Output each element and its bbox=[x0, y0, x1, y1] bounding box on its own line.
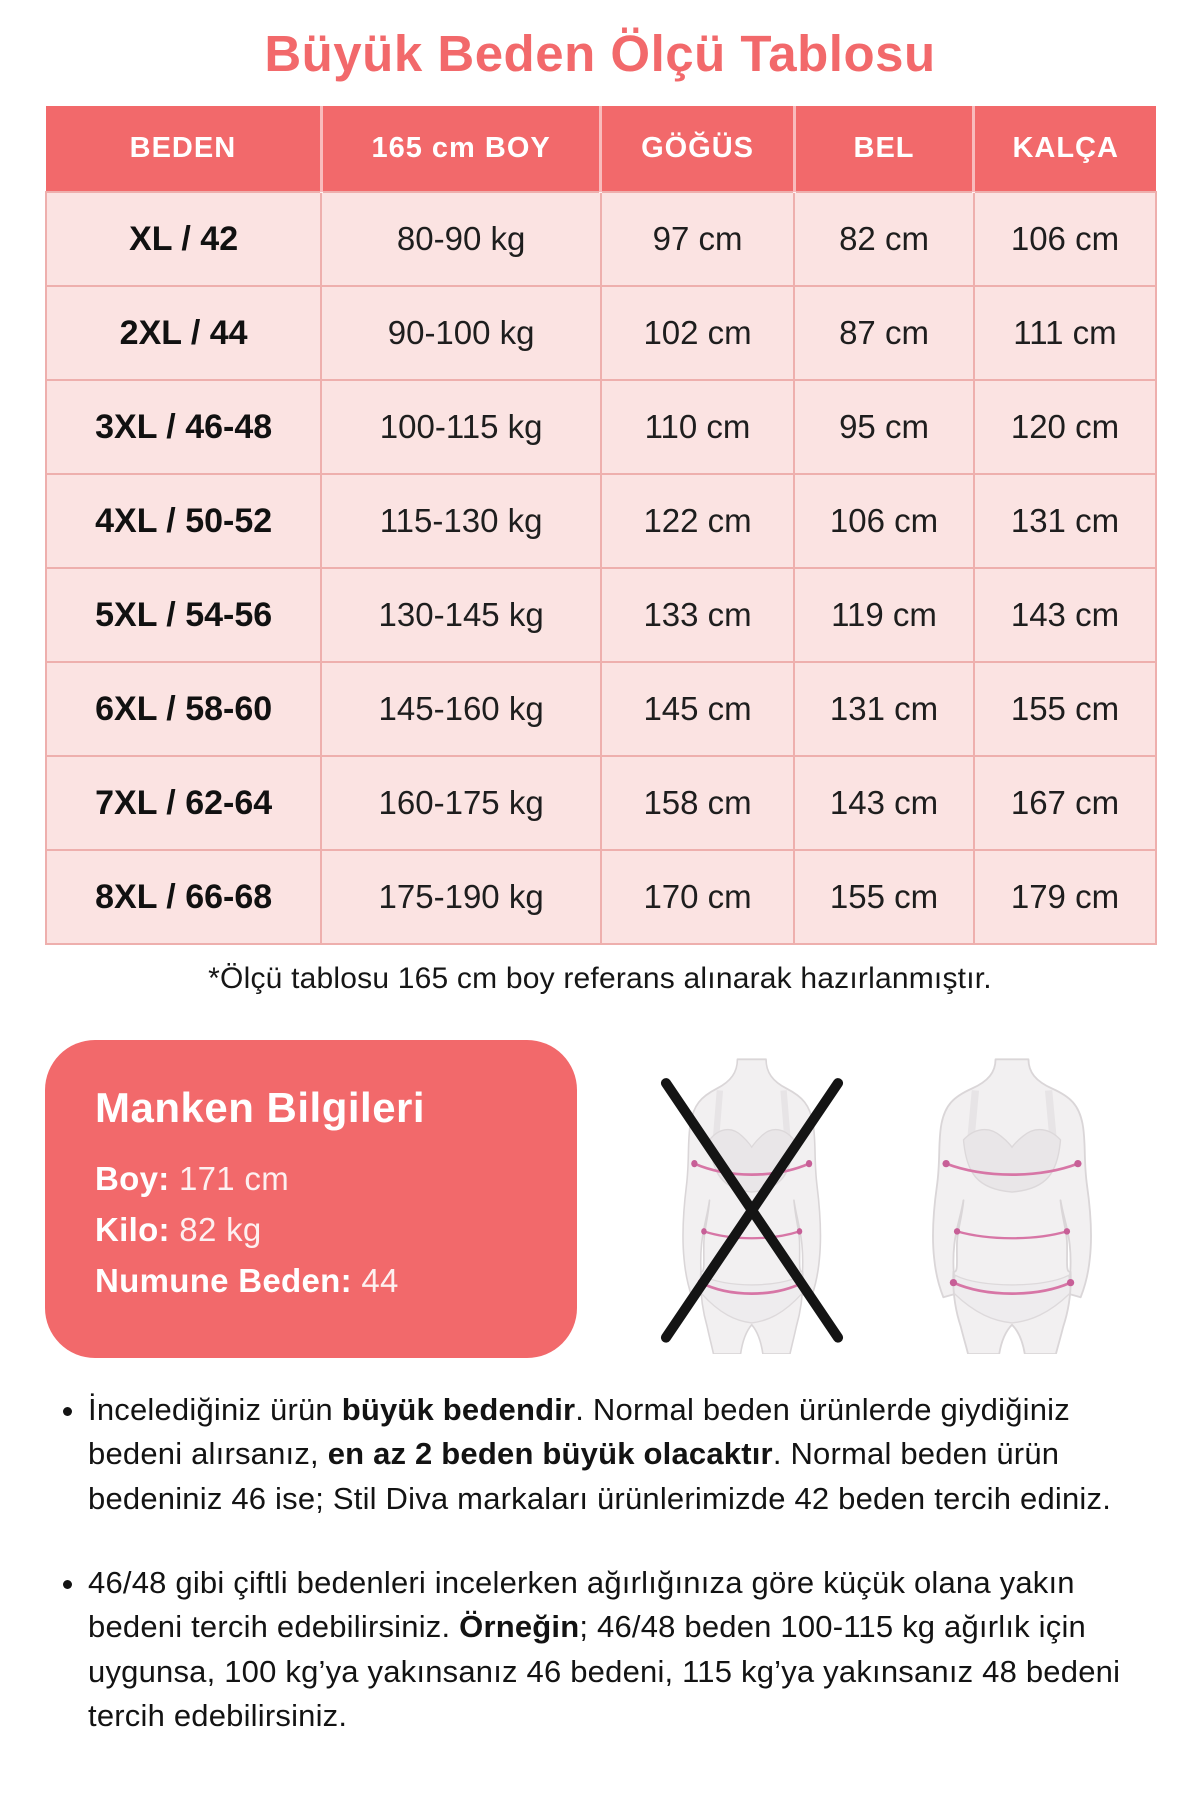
model-info-lines: Boy: 171 cm Kilo: 82 kg Numune Beden: 44 bbox=[95, 1160, 553, 1300]
size-row: 5XL / 54-56 130-145 kg 133 cm 119 cm 143 cm bbox=[44, 567, 1158, 663]
size-label-cell: 2XL / 44 bbox=[44, 285, 323, 381]
measure-cell: 87 cm bbox=[793, 285, 975, 381]
measure-cell: 106 cm bbox=[793, 473, 975, 569]
size-label-cell: 4XL / 50-52 bbox=[44, 473, 323, 569]
size-row: 8XL / 66-68 175-190 kg 170 cm 155 cm 179 cm bbox=[44, 849, 1158, 945]
measure-cell: 133 cm bbox=[599, 567, 796, 663]
figure-illustrations bbox=[577, 1040, 1157, 1365]
size-table: BEDEN 165 cm BOY GÖĞÜS BEL KALÇA XL / 42 80-9… bbox=[44, 106, 1158, 945]
model-info-title: Manken Bilgileri bbox=[95, 1084, 426, 1131]
measure-cell: 111 cm bbox=[972, 285, 1158, 381]
crossed-out-body-measure-icon bbox=[660, 1052, 844, 1354]
model-info-card: Manken Bilgileri Boy: 171 cm Kilo: 82 kg N… bbox=[45, 1040, 577, 1358]
size-table-body: XL / 42 80-90 kg 97 cm 82 cm 106 cm 2XL / 44 9… bbox=[44, 191, 1158, 945]
size-table-header-row: BEDEN 165 cm BOY GÖĞÜS BEL KALÇA bbox=[46, 106, 1156, 192]
column-header: BEL bbox=[794, 106, 976, 192]
note-item: İncelediğiniz ürün büyük bedendir. Norma… bbox=[88, 1388, 1133, 1521]
size-label-cell: 6XL / 58-60 bbox=[44, 661, 323, 757]
measure-cell: 158 cm bbox=[599, 755, 796, 851]
measure-cell: 95 cm bbox=[793, 379, 975, 475]
measure-cell: 110 cm bbox=[599, 379, 796, 475]
measure-cell: 80-90 kg bbox=[320, 191, 602, 287]
measure-cell: 119 cm bbox=[793, 567, 975, 663]
size-label-cell: 3XL / 46-48 bbox=[44, 379, 323, 475]
measure-cell: 160-175 kg bbox=[320, 755, 602, 851]
model-info-section: Manken Bilgileri Boy: 171 cm Kilo: 82 kg N… bbox=[45, 1040, 1157, 1365]
measure-cell: 145-160 kg bbox=[320, 661, 602, 757]
measure-cell: 106 cm bbox=[972, 191, 1158, 287]
body-measure-icon bbox=[897, 1052, 1127, 1354]
size-label-cell: XL / 42 bbox=[44, 191, 323, 287]
size-row: 2XL / 44 90-100 kg 102 cm 87 cm 111 cm bbox=[44, 285, 1158, 381]
model-info-line: Boy: 171 cm bbox=[95, 1160, 290, 1197]
table-footnote: *Ölçü tablosu 165 cm boy referans alınar… bbox=[208, 962, 992, 995]
measure-cell: 155 cm bbox=[972, 661, 1158, 757]
column-header: 165 cm BOY bbox=[321, 106, 603, 192]
measure-cell: 122 cm bbox=[599, 473, 796, 569]
measure-cell: 175-190 kg bbox=[320, 849, 602, 945]
notes-list: İncelediğiniz ürün büyük bedendir. Norma… bbox=[48, 1388, 1158, 1738]
measure-cell: 97 cm bbox=[599, 191, 796, 287]
measure-cell: 167 cm bbox=[972, 755, 1158, 851]
measure-cell: 143 cm bbox=[972, 567, 1158, 663]
measure-cell: 102 cm bbox=[599, 285, 796, 381]
measure-cell: 82 cm bbox=[793, 191, 975, 287]
size-row: XL / 42 80-90 kg 97 cm 82 cm 106 cm bbox=[44, 191, 1158, 287]
measure-cell: 143 cm bbox=[793, 755, 975, 851]
column-header: KALÇA bbox=[973, 106, 1156, 192]
size-row: 4XL / 50-52 115-130 kg 122 cm 106 cm 131 cm bbox=[44, 473, 1158, 569]
size-row: 3XL / 46-48 100-115 kg 110 cm 95 cm 120 cm bbox=[44, 379, 1158, 475]
size-label-cell: 5XL / 54-56 bbox=[44, 567, 323, 663]
model-info-line: Kilo: 82 kg bbox=[95, 1211, 262, 1248]
measure-cell: 130-145 kg bbox=[320, 567, 602, 663]
measure-cell: 120 cm bbox=[972, 379, 1158, 475]
measure-cell: 90-100 kg bbox=[320, 285, 602, 381]
size-row: 7XL / 62-64 160-175 kg 158 cm 143 cm 167 cm bbox=[44, 755, 1158, 851]
size-row: 6XL / 58-60 145-160 kg 145 cm 131 cm 155 cm bbox=[44, 661, 1158, 757]
size-label-cell: 7XL / 62-64 bbox=[44, 755, 323, 851]
page-title: Büyük Beden Ölçü Tablosu bbox=[264, 25, 936, 82]
measure-cell: 131 cm bbox=[793, 661, 975, 757]
column-header: BEDEN bbox=[46, 106, 323, 192]
note-item: 46/48 gibi çiftli bedenleri incelerken a… bbox=[88, 1561, 1133, 1738]
measure-cell: 170 cm bbox=[599, 849, 796, 945]
column-header: GÖĞÜS bbox=[600, 106, 796, 192]
notes-section: İncelediğiniz ürün büyük bedendir. Norma… bbox=[48, 1388, 1158, 1778]
measure-cell: 155 cm bbox=[793, 849, 975, 945]
measure-cell: 131 cm bbox=[972, 473, 1158, 569]
measure-cell: 115-130 kg bbox=[320, 473, 602, 569]
size-label-cell: 8XL / 66-68 bbox=[44, 849, 323, 945]
model-info-line: Numune Beden: 44 bbox=[95, 1262, 399, 1299]
measure-cell: 145 cm bbox=[599, 661, 796, 757]
measure-cell: 100-115 kg bbox=[320, 379, 602, 475]
measure-cell: 179 cm bbox=[972, 849, 1158, 945]
